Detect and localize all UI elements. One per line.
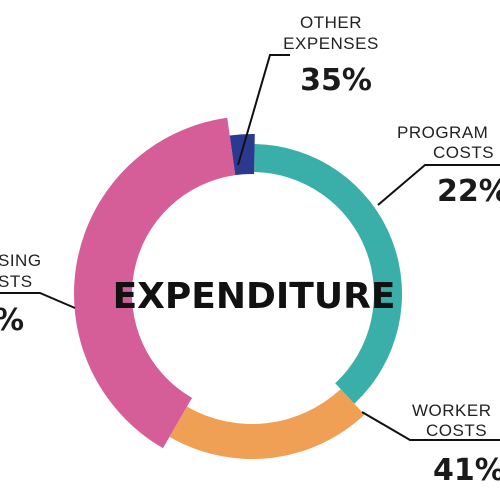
- donut-slice-program: [254, 144, 402, 404]
- leader-line-other: [237, 54, 290, 166]
- slice-label-program-line1: PROGRAM: [397, 123, 488, 142]
- donut-arcs: [73, 117, 402, 459]
- leader-line-worker: [361, 411, 500, 441]
- slice-label-worker-line1: WORKER: [412, 401, 492, 420]
- slice-label-other-line2: EXPENSES: [283, 34, 379, 53]
- leader-line-housing: [0, 292, 76, 309]
- slice-value-housing: %: [0, 303, 24, 338]
- slice-label-program-line2: COSTS: [433, 143, 494, 162]
- donut-slice-worker: [169, 389, 365, 459]
- slice-label-housing-line2: STS: [0, 272, 33, 291]
- slice-value-worker: 41%: [433, 453, 500, 488]
- chart-title: EXPENDITURE: [113, 276, 396, 317]
- slice-label-housing-line1: SING: [0, 251, 42, 270]
- slice-value-program: 22%: [437, 174, 500, 209]
- slice-label-worker-line2: COSTS: [426, 421, 487, 440]
- leader-line-program: [377, 164, 500, 206]
- slice-value-other: 35%: [300, 63, 372, 98]
- donut-slice-other: [229, 134, 255, 176]
- slice-label-other-line1: OTHER: [300, 13, 362, 32]
- donut-slice-housing: [73, 117, 236, 449]
